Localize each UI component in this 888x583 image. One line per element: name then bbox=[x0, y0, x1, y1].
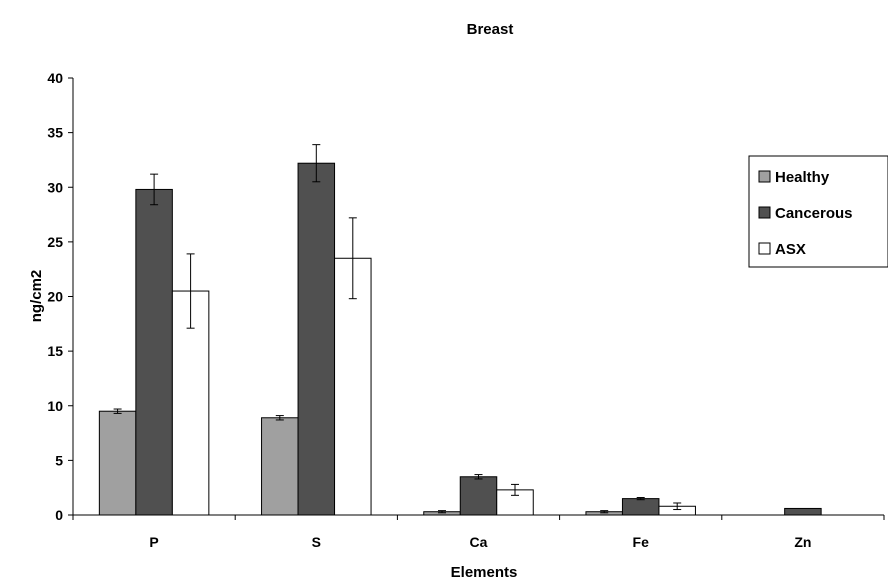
error-bar-healthy-s bbox=[275, 415, 284, 421]
y-axis-title: ng/cm2 bbox=[28, 270, 45, 323]
x-axis-title: Elements bbox=[451, 564, 518, 581]
legend-swatch-asx bbox=[758, 242, 771, 255]
y-tick-label: 20 bbox=[47, 289, 63, 305]
bar-cancerous-fe bbox=[621, 498, 660, 516]
error-bar-asx-p bbox=[186, 253, 195, 329]
plot-area: 0 5 10 15 20 25 30 35 40 P S Ca Fe Zn bbox=[47, 70, 885, 550]
y-tick-label: 25 bbox=[47, 234, 63, 250]
error-bar-healthy-fe bbox=[600, 510, 609, 514]
error-bar-cancerous-s bbox=[312, 144, 321, 183]
bar-cancerous-p bbox=[135, 188, 173, 516]
y-tick-label: 40 bbox=[47, 70, 63, 86]
chart-title: Breast bbox=[467, 21, 514, 38]
error-bar-cancerous-p bbox=[150, 173, 159, 206]
legend-box bbox=[748, 155, 888, 268]
error-bar-cancerous-fe bbox=[636, 497, 645, 501]
legend-label-healthy: Healthy bbox=[775, 169, 830, 186]
bar-cancerous-ca bbox=[459, 476, 498, 516]
error-bar-healthy-ca bbox=[438, 510, 446, 514]
x-tick-label-zn: Zn bbox=[794, 534, 811, 550]
x-tick-label-ca: Ca bbox=[470, 534, 488, 550]
x-tick-label-s: S bbox=[312, 534, 321, 550]
error-bar-cancerous-ca bbox=[474, 474, 483, 480]
bar-healthy-p bbox=[98, 410, 137, 516]
x-tick-label-p: P bbox=[149, 534, 158, 550]
legend-swatch-healthy bbox=[758, 170, 771, 183]
y-tick-label: 10 bbox=[47, 398, 63, 414]
error-bar-asx-ca bbox=[511, 483, 519, 496]
y-tick-label: 35 bbox=[47, 125, 63, 141]
x-tick-label-fe: Fe bbox=[633, 534, 650, 550]
error-bar-asx-fe bbox=[673, 502, 682, 511]
y-tick-label: 5 bbox=[55, 452, 63, 468]
bar-healthy-s bbox=[261, 417, 299, 516]
y-tick-label: 15 bbox=[47, 343, 63, 359]
error-bar-healthy-p bbox=[113, 408, 122, 414]
legend-label-asx: ASX bbox=[775, 241, 806, 258]
legend-swatch-cancerous bbox=[758, 206, 771, 219]
y-tick-label: 0 bbox=[55, 507, 63, 523]
bar-cancerous-s bbox=[297, 162, 336, 516]
legend-label-cancerous: Cancerous bbox=[775, 205, 853, 222]
error-bar-asx-s bbox=[348, 217, 357, 300]
bar-cancerous-zn bbox=[784, 507, 822, 516]
legend: Healthy Cancerous ASX bbox=[748, 155, 888, 268]
y-tick-label: 30 bbox=[47, 179, 63, 195]
